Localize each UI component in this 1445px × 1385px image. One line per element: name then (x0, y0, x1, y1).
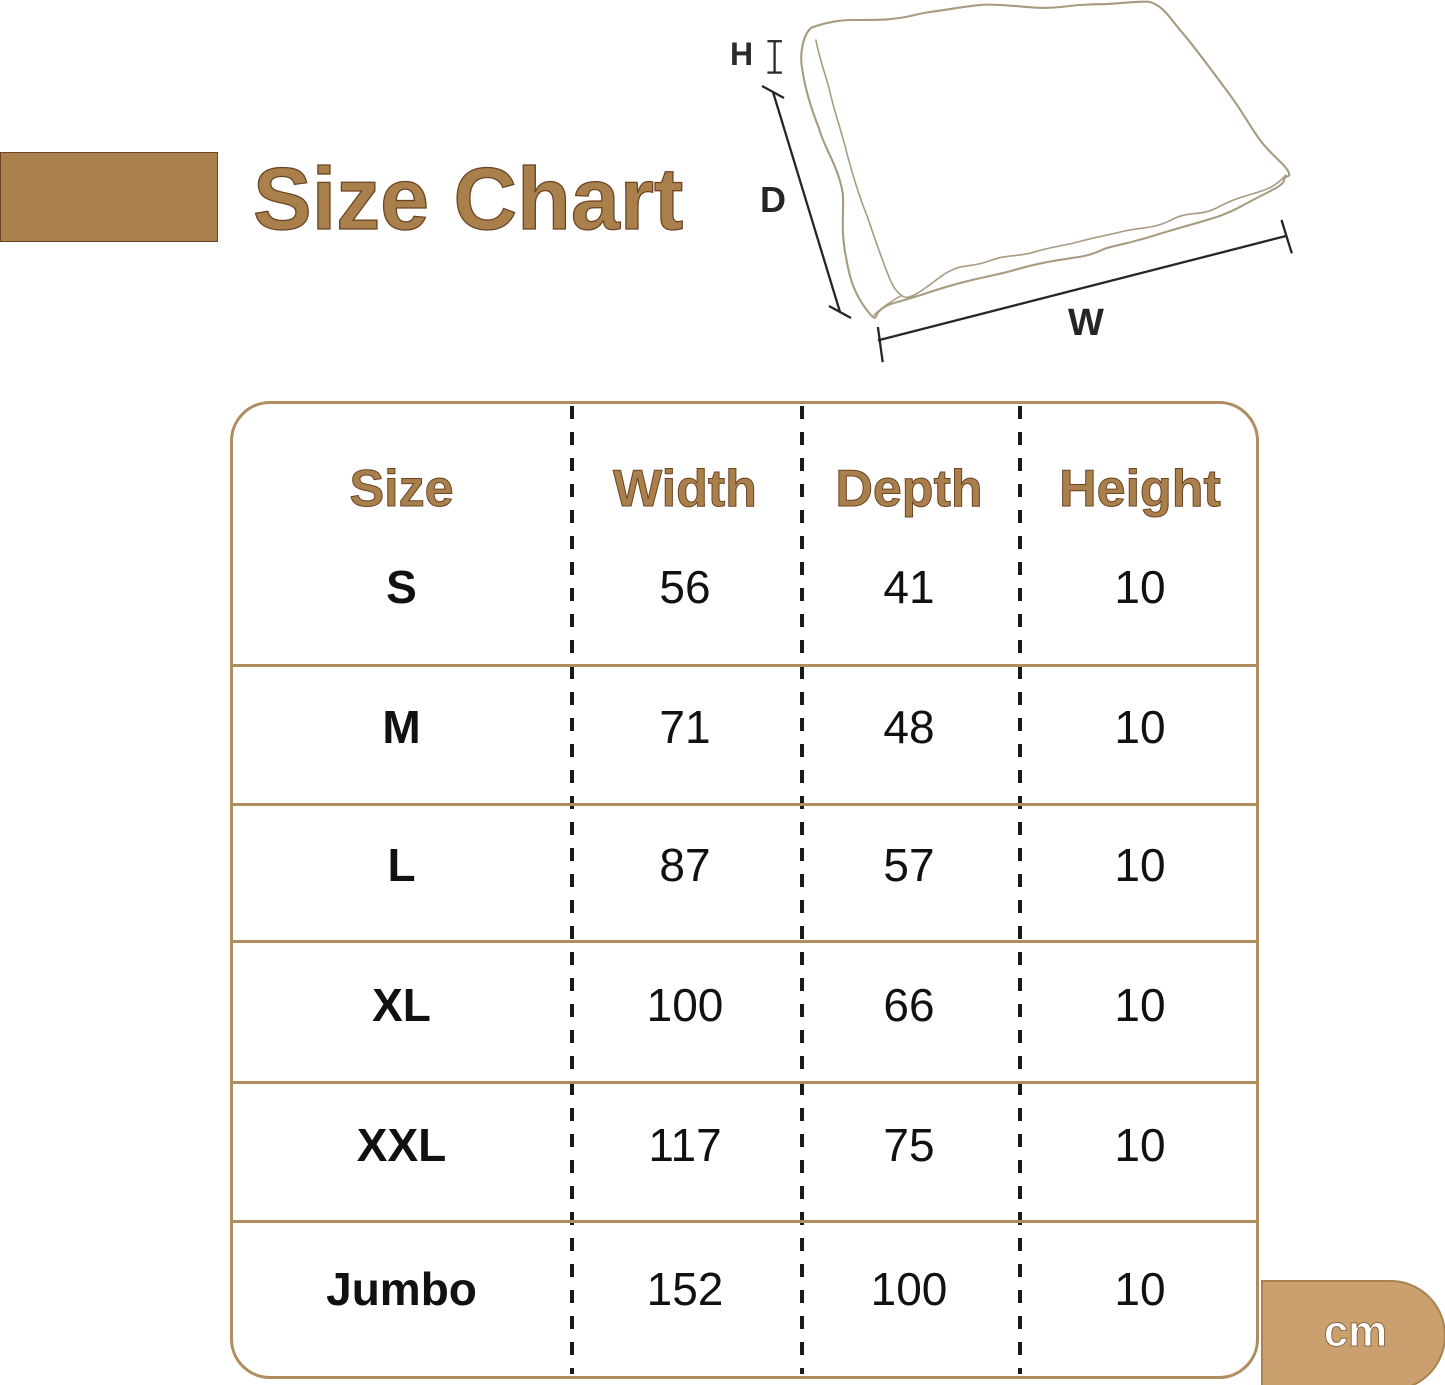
svg-text:H: H (730, 36, 753, 72)
svg-text:W: W (1068, 302, 1104, 344)
svg-text:D: D (760, 179, 786, 220)
